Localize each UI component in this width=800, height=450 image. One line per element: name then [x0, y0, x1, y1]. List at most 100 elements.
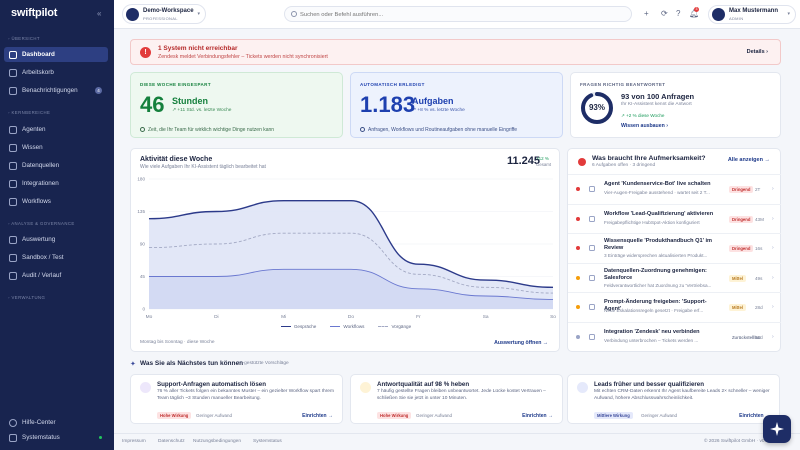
activity-chart: 0 45 90 135 180 Mo Di Mi Do Fr Sa So	[137, 177, 556, 320]
sidebar-item-label: Arbeitskorb	[22, 69, 54, 76]
workflow-icon	[589, 215, 595, 222]
sidebar-item-integrationen[interactable]: Integrationen	[4, 176, 108, 191]
footer-link-impressum[interactable]: Impressum	[122, 439, 146, 444]
priority-dot	[576, 334, 580, 339]
refresh-icon[interactable]: ⟳	[661, 9, 668, 18]
workspace-plan: PROFESSIONAL	[143, 16, 178, 21]
sidebar-item-help[interactable]: Hilfe-Center	[4, 415, 108, 430]
sidebar-item-label: Systemstatus	[22, 434, 60, 441]
sidebar-item-agenten[interactable]: Agenten	[4, 122, 108, 137]
sidebar-item-label: Agenten	[22, 126, 46, 133]
flask-icon	[9, 253, 17, 262]
setup-link[interactable]: Einrichten →	[522, 413, 553, 419]
sidebar-item-label: Wissen	[22, 144, 43, 151]
clock-icon	[140, 127, 145, 132]
assistant-fab-button[interactable]	[763, 415, 791, 443]
plug-icon	[9, 179, 17, 188]
workspace-switcher[interactable]: Demo-Workspace PROFESSIONAL ▾	[122, 4, 206, 24]
attention-title: Was braucht Ihre Aufmerksamkeit?	[592, 155, 706, 162]
sidebar-item-label: Datenquellen	[22, 162, 60, 169]
priority-dot	[576, 305, 580, 309]
sidebar-item-arbeitskorb[interactable]: Arbeitskorb	[4, 65, 108, 80]
show-all-link[interactable]: Alle anzeigen →	[727, 157, 770, 163]
plus-icon[interactable]: +	[644, 9, 649, 18]
sidebar-item-label: Audit / Verlauf	[22, 272, 62, 279]
activity-total: 11.245	[507, 155, 541, 167]
attention-item-title: Wissensquelle 'Produkthandbuch Q1' im Re…	[604, 238, 712, 251]
expand-knowledge-link[interactable]: Wissen ausbauen ›	[621, 123, 668, 129]
search-bar[interactable]	[284, 6, 632, 22]
book-icon	[9, 143, 17, 152]
sidebar-item-dashboard[interactable]: Dashboard	[4, 47, 108, 62]
attention-item-desc: Neue Eskalationsregeln gesetzt · Freigab…	[604, 308, 704, 313]
system-alert-banner: ! 1 System nicht erreichbar Zendesk meld…	[130, 39, 781, 65]
attention-item[interactable]: Wissensquelle 'Produkthandbuch Q1' im Re…	[568, 233, 781, 262]
accuracy-gauge: 93%	[579, 90, 615, 126]
attention-item-title: Datenquellen-Zuordnung genehmigen: Sales…	[604, 267, 707, 281]
impact-badge: Mittlere Wirkung	[594, 412, 633, 419]
x-tick-label: Mi	[281, 314, 286, 320]
section-title-overview: ◦ ÜBERSICHT	[8, 36, 40, 41]
bolt-icon	[360, 127, 365, 132]
sidebar-item-audit[interactable]: Audit / Verlauf	[4, 268, 108, 283]
sparkle-icon	[770, 422, 784, 436]
sidebar-item-workflows[interactable]: Workflows	[4, 194, 108, 209]
legend-label: Gespräche	[293, 324, 317, 329]
alert-details-link[interactable]: Details ›	[746, 49, 768, 55]
suggestion-desc: Mit echten CRM-Daten erkennt Ihr Agent k…	[594, 389, 770, 401]
sidebar-item-auswertung[interactable]: Auswertung	[4, 232, 108, 247]
collapse-sidebar-icon[interactable]: «	[97, 9, 102, 18]
sidebar-item-wissen[interactable]: Wissen	[4, 140, 108, 155]
sidebar-item-datenquellen[interactable]: Datenquellen	[4, 158, 108, 173]
alert-title: 1 System nicht erreichbar	[158, 45, 238, 52]
chevron-right-icon: ›	[772, 274, 774, 281]
activity-total-unit: Gesamt	[536, 162, 552, 167]
footer-link-systemstatus[interactable]: Systemstatus	[253, 439, 282, 444]
notification-badge: 3	[694, 7, 699, 12]
sidebar-item-systemstatus[interactable]: Systemstatus	[4, 430, 108, 445]
sidebar-item-sandbox[interactable]: Sandbox / Test	[4, 250, 108, 265]
y-tick-label: 0	[142, 307, 145, 312]
bot-icon	[589, 186, 595, 192]
setup-link[interactable]: Einrichten →	[302, 413, 333, 419]
activity-subtitle: Wie viele Aufgaben Ihr KI-Assistent tägl…	[140, 164, 266, 170]
attention-item[interactable]: Agent 'Kundenservice-Bot' live schalten V…	[568, 174, 781, 203]
attention-item[interactable]: Workflow 'Lead-Qualifizierung' aktiviere…	[568, 203, 781, 233]
footer-link-terms[interactable]: Nutzungsbedingungen	[193, 439, 242, 444]
search-input[interactable]	[300, 9, 620, 20]
attention-item-title: Agent 'Kundenservice-Bot' live schalten	[604, 181, 711, 187]
legend-swatch	[280, 325, 291, 327]
bell-icon[interactable]: 🔔︎	[689, 9, 700, 18]
attention-item[interactable]: Prompt-Änderung freigeben: 'Support-Agen…	[568, 292, 781, 321]
legend-swatch	[330, 325, 341, 327]
answers-delta: ↗ +2 % diese Woche	[621, 113, 665, 118]
user-menu[interactable]: Max Mustermann ADMIN ▾	[708, 5, 796, 24]
impact-badge: Hohe Wirkung	[157, 412, 192, 419]
kpi-unit: Aufgaben	[412, 96, 454, 106]
sidebar-item-benachrichtigungen[interactable]: Benachrichtigungen 4	[4, 83, 108, 98]
kpi-label: DIESE WOCHE EINGESPART	[140, 82, 211, 87]
chevron-down-icon: ▾	[787, 11, 790, 17]
setup-link[interactable]: Einrichten →	[739, 413, 770, 419]
item-age: 43M	[755, 216, 764, 222]
effort-label: Geringer Aufwand	[416, 413, 453, 418]
open-analytics-link[interactable]: Auswertung öffnen →	[494, 340, 548, 346]
kpi-card-answers: FRAGEN RICHTIG BEANTWORTET 93% 93 von 10…	[570, 72, 781, 138]
suggestion-card: Antwortqualität auf 98 % heben 7 häufig g…	[350, 374, 563, 424]
bell-icon	[9, 86, 17, 95]
kpi-delta: ↗ +11 Std. vs. letzte Woche	[172, 108, 232, 113]
help-icon[interactable]: ?	[676, 9, 681, 18]
section-title-analysis: ◦ ANALYSE & GOVERNANCE	[8, 221, 75, 226]
book-icon	[589, 245, 595, 251]
attention-item[interactable]: Datenquellen-Zuordnung genehmigen: Sales…	[568, 262, 781, 292]
alert-subtitle: Zendesk meldet Verbindungsfehler – Ticke…	[158, 54, 328, 60]
effort-label: Geringer Aufwand	[196, 413, 233, 418]
footer-link-datenschutz[interactable]: Datenschutz	[158, 439, 185, 444]
search-icon	[291, 11, 297, 17]
footer: Impressum Datenschutz Nutzungsbedingunge…	[114, 433, 800, 450]
attention-item-desc: 3 Einträge widersprechen aktualisierten …	[604, 253, 708, 258]
y-tick-label: 135	[137, 209, 145, 214]
status-ok-indicator	[99, 436, 102, 439]
attention-item[interactable]: Integration 'Zendesk' neu verbinden Verbi…	[568, 321, 781, 351]
app-logo[interactable]: swiftpilot	[11, 7, 58, 19]
